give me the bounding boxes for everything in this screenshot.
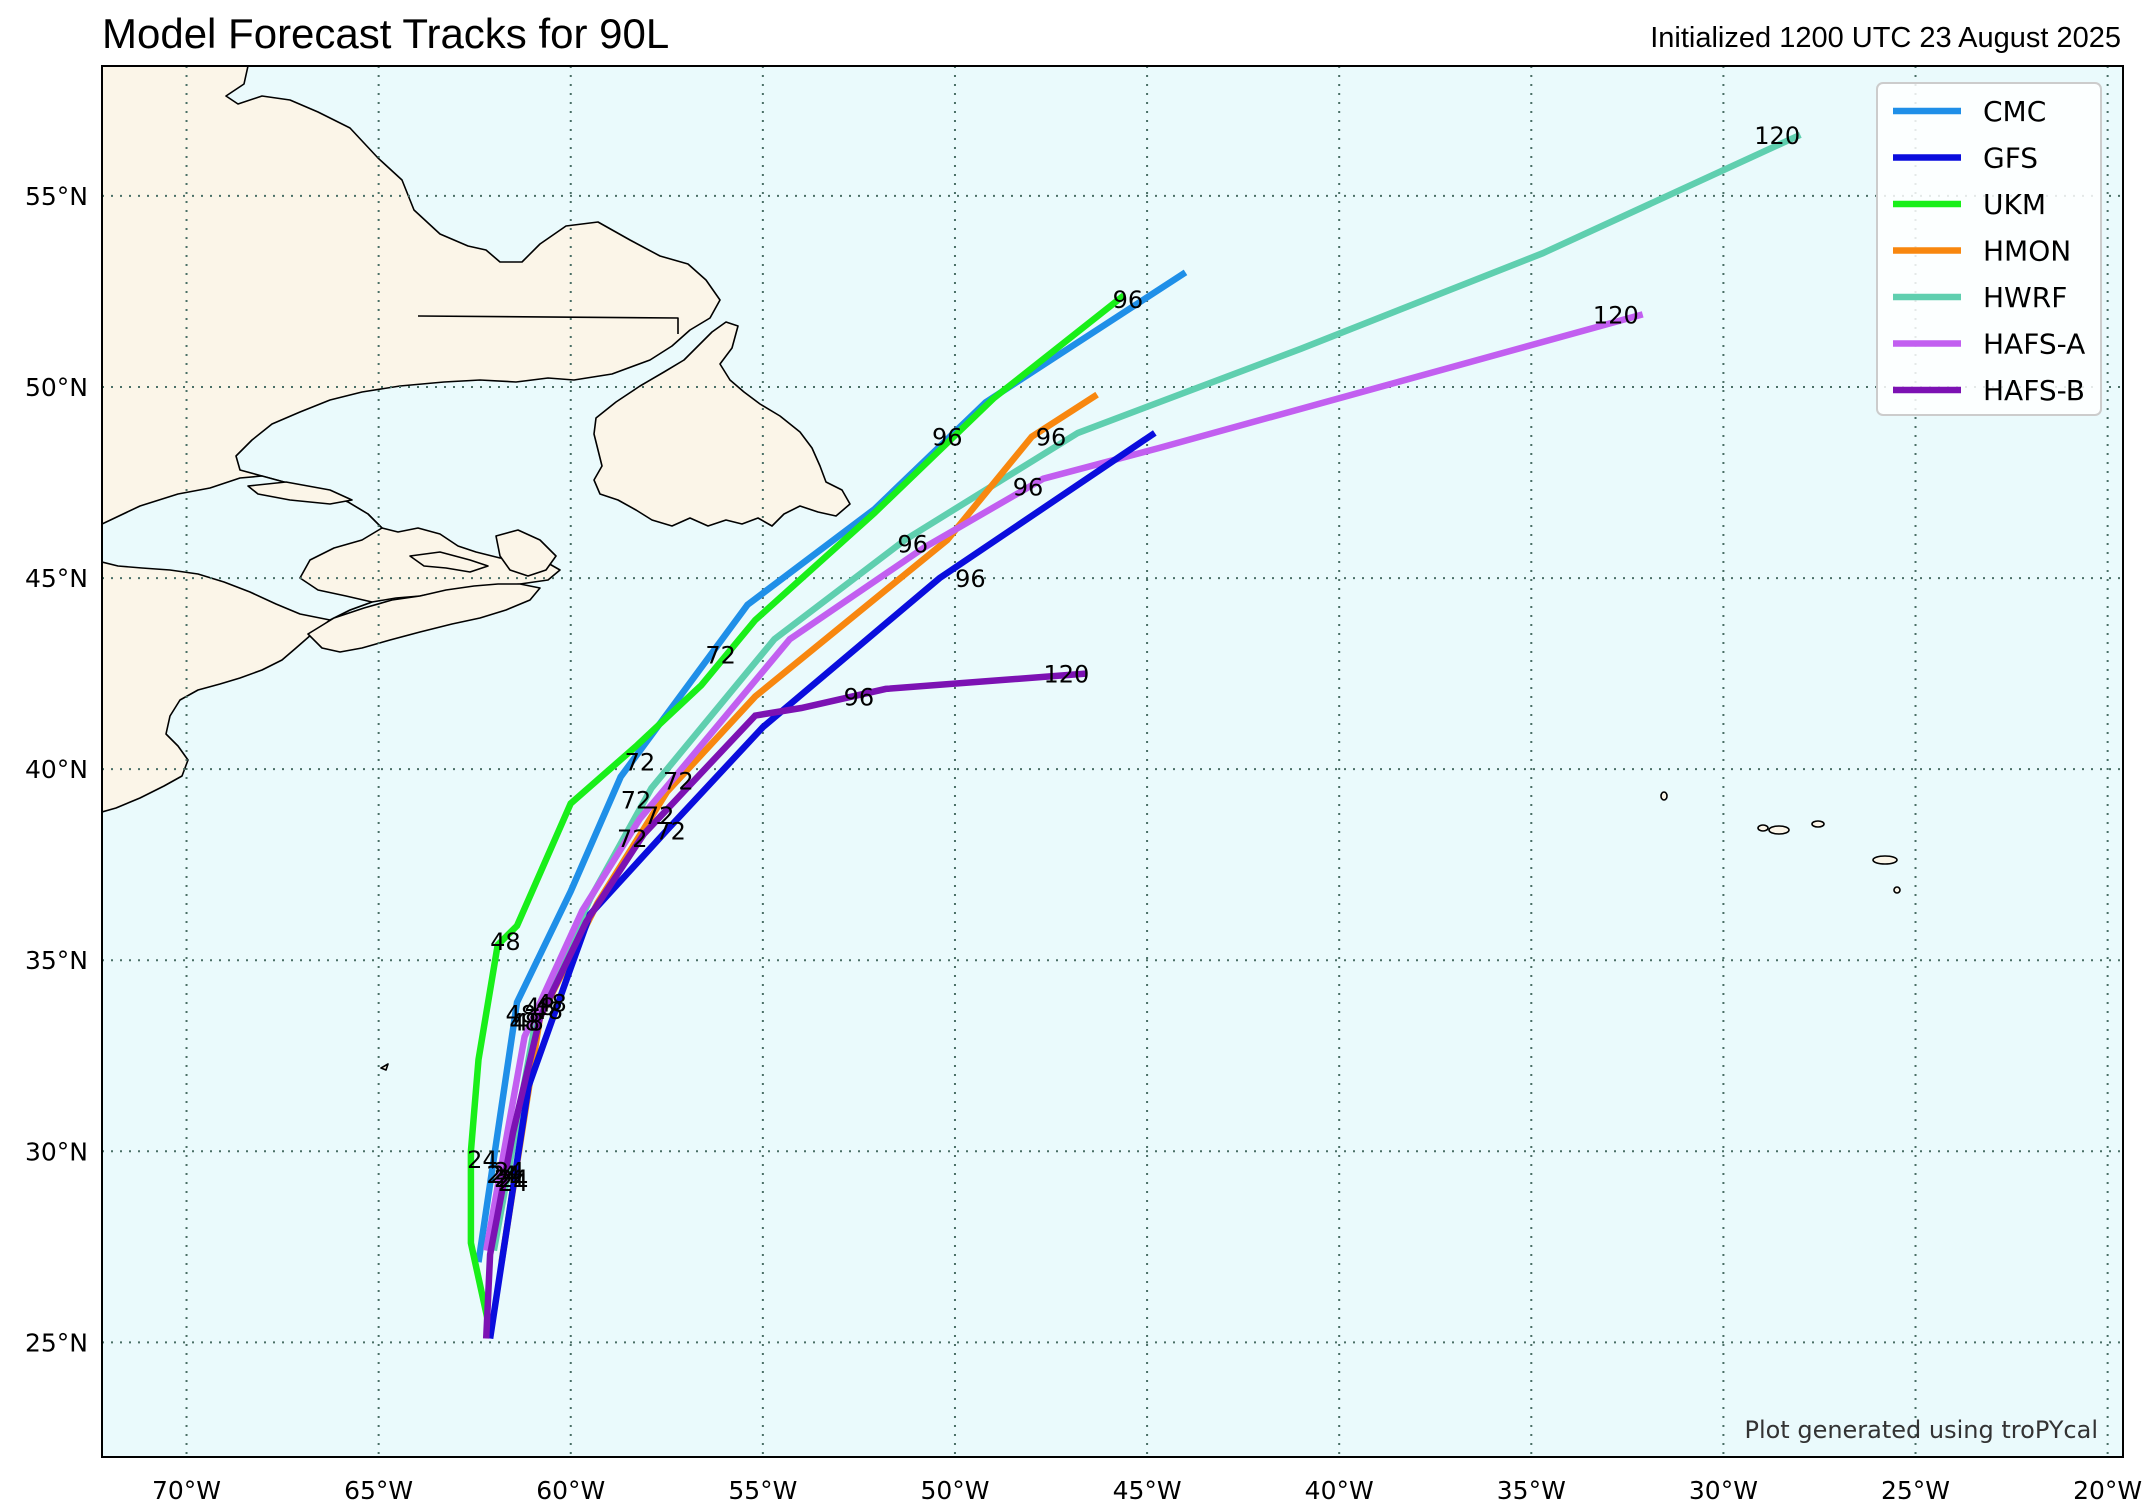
azores-sao-miguel [1872,855,1898,865]
forecast-hour-label: 48 [525,993,556,1021]
forecast-hour-label: 24 [494,1157,525,1185]
lat-tick-label: 45°N [25,564,88,593]
lon-tick-label: 50°W [920,1476,989,1505]
track-gfs [486,430,1157,1339]
forecast-hour-label: 72 [617,825,648,853]
legend-label: CMC [1983,95,2046,128]
forecast-hour-label: 96 [844,684,875,712]
legend-label: UKM [1983,188,2046,221]
lat-tick-label: 50°N [25,373,88,402]
forecast-hour-label: 96 [1013,473,1044,501]
lon-tick-label: 20°W [2073,1476,2142,1505]
forecast-hour-label: 24 [467,1146,498,1174]
chart-title: Model Forecast Tracks for 90L [102,10,670,57]
azores-graciosa [1811,820,1825,828]
azores-santa-maria [1893,886,1901,894]
provincial-border [417,315,679,334]
legend-label: HMON [1983,235,2071,268]
forecast-hour-label: 24 [498,1169,529,1197]
lon-tick-label: 30°W [1689,1476,1758,1505]
lon-tick-label: 70°W [152,1476,221,1505]
forecast-hour-label: 72 [705,642,736,670]
forecast-hour-label: 48 [509,1008,540,1036]
forecast-tracks [467,131,1802,1339]
forecast-hour-label: 72 [644,802,675,830]
forecast-hour-label: 96 [955,565,986,593]
forecast-hour-labels: 24 48 72 96 24 48 72 96 24 48 72 96 24 48 72 96 24 48 72 96… [467,122,1800,1197]
legend: CMC GFS UKM HMON HWRF HAFS-A HAFS-B [1876,82,2102,416]
forecast-hour-label: 96 [932,424,963,452]
cape-breton-island [495,529,557,577]
forecast-hour-label: 48 [532,997,563,1025]
legend-label: HAFS-A [1983,328,2085,361]
legend-label: GFS [1983,142,2038,175]
lon-tick-label: 25°W [1881,1476,1950,1505]
forecast-hour-label: 24 [490,1161,521,1189]
longitude-tick-labels: 70°W 65°W 60°W 55°W 50°W 45°W 40°W 35°W 30°W 25°W… [152,1476,2142,1505]
forecast-hour-label: 72 [621,787,652,815]
forecast-hour-label: 120 [1754,122,1800,150]
lat-tick-label: 25°N [25,1328,88,1357]
credit-text: Plot generated using troPYcal [1744,1416,2098,1444]
init-time-label: Initialized 1200 UTC 23 August 2025 [1650,22,2121,54]
forecast-hour-label: 72 [663,768,694,796]
azores-terceira [1768,825,1790,835]
legend-box [1876,82,2102,416]
forecast-hour-label: 120 [1593,301,1639,329]
lon-tick-label: 60°W [536,1476,605,1505]
lon-tick-label: 55°W [728,1476,797,1505]
forecast-hour-label: 24 [494,1165,525,1193]
gridlines [102,66,2123,1457]
track-ukm [467,292,1127,1332]
legend-label: HWRF [1983,281,2067,314]
lat-tick-label: 40°N [25,755,88,784]
azores-flores [1660,791,1668,801]
forecast-hour-label: 96 [897,531,928,559]
forecast-hour-label: 72 [655,817,686,845]
plot-frame [101,65,2124,1458]
legend-label: HAFS-B [1983,374,2085,407]
forecast-hour-label: 48 [536,989,567,1017]
anticosti-island [247,481,353,505]
lat-tick-label: 55°N [25,182,88,211]
bermuda [380,1063,389,1071]
azores-pico [1757,824,1769,832]
prince-edward-island [409,551,489,573]
track-hafs-b [482,670,1086,1339]
lon-tick-label: 45°W [1113,1476,1182,1505]
forecast-hour-label: 96 [1036,424,1067,452]
lon-tick-label: 40°W [1305,1476,1374,1505]
forecast-hour-label: 24 [498,1165,529,1193]
forecast-hour-label: 24 [486,1161,517,1189]
forecast-hour-label: 72 [625,749,656,777]
forecast-hour-label: 48 [513,1008,544,1036]
lon-tick-label: 35°W [1497,1476,1566,1505]
forecast-hour-label: 120 [1043,661,1089,689]
forecast-hour-label: 48 [490,928,521,956]
lon-tick-label: 65°W [344,1476,413,1505]
lat-tick-label: 30°N [25,1137,88,1166]
latitude-tick-labels: 25°N 30°N 35°N 40°N 45°N 50°N 55°N [25,182,88,1357]
lat-tick-label: 35°N [25,946,88,975]
nova-scotia [307,583,541,653]
newfoundland-island [593,321,851,527]
forecast-hour-label: 48 [506,1001,537,1029]
forecast-hour-label: 96 [1113,286,1144,314]
